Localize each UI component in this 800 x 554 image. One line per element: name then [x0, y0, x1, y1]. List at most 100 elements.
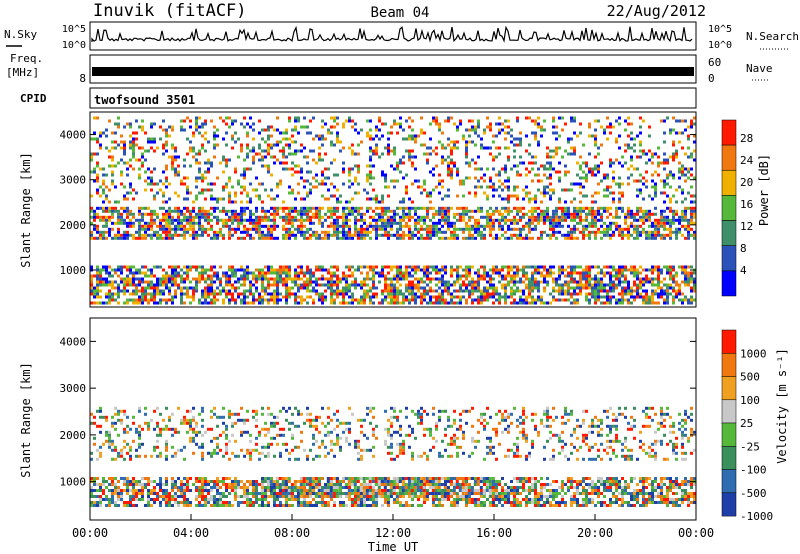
power-cell	[102, 224, 105, 228]
power-cell	[489, 286, 492, 290]
power-cell	[642, 209, 645, 213]
velocity-cell	[153, 480, 156, 483]
power-cell	[105, 173, 108, 177]
power-cell	[588, 221, 591, 225]
power-cell	[585, 233, 588, 237]
power-cell	[399, 265, 402, 269]
power-cell	[324, 283, 327, 287]
power-cell	[531, 301, 534, 305]
power-cell	[150, 218, 153, 222]
power-cell	[612, 197, 615, 201]
power-cell	[246, 289, 249, 293]
power-cell	[597, 227, 600, 231]
power-cell	[210, 188, 213, 192]
power-cell	[180, 289, 183, 293]
power-cell	[435, 119, 438, 123]
power-cell	[228, 215, 231, 219]
power-cell	[627, 116, 630, 120]
power-cell	[537, 236, 540, 240]
power-cell	[693, 280, 696, 284]
power-cell	[390, 286, 393, 290]
power-cell	[135, 292, 138, 296]
power-cell	[138, 280, 141, 284]
power-cell	[639, 206, 642, 210]
power-cell	[210, 164, 213, 168]
power-cell	[678, 265, 681, 269]
power-cell	[495, 146, 498, 150]
power-cell	[663, 182, 666, 186]
power-cell	[396, 274, 399, 278]
power-cell	[210, 218, 213, 222]
power-cell	[309, 188, 312, 192]
power-cell	[249, 227, 252, 231]
power-cell	[111, 140, 114, 144]
power-cell	[570, 236, 573, 240]
power-cell	[429, 289, 432, 293]
power-cell	[204, 176, 207, 180]
power-cell	[303, 271, 306, 275]
velocity-cell	[147, 480, 150, 483]
power-cell	[270, 271, 273, 275]
power-cell	[483, 131, 486, 135]
power-cell	[123, 289, 126, 293]
power-cell	[426, 152, 429, 156]
power-cell	[546, 161, 549, 165]
power-cell	[111, 158, 114, 162]
power-cell	[393, 265, 396, 269]
power-cell	[495, 122, 498, 126]
power-cell	[495, 289, 498, 293]
velocity-cell	[162, 498, 165, 501]
power-cell	[618, 283, 621, 287]
power-cell	[597, 170, 600, 174]
velocity-cell	[132, 489, 135, 492]
power-cell	[561, 209, 564, 213]
power-cell	[282, 295, 285, 299]
power-cell	[315, 161, 318, 165]
power-cell	[435, 268, 438, 272]
power-cell	[591, 218, 594, 222]
power-cell	[366, 224, 369, 228]
power-cell	[663, 233, 666, 237]
power-cell	[504, 274, 507, 278]
power-cell	[459, 286, 462, 290]
velocity-cell	[96, 501, 99, 504]
power-cell	[156, 215, 159, 219]
velocity-cell	[150, 489, 153, 492]
power-cell	[126, 280, 129, 284]
power-cell	[684, 119, 687, 123]
power-cell	[594, 128, 597, 132]
power-cell	[441, 280, 444, 284]
power-cell	[195, 283, 198, 287]
power-cell	[528, 280, 531, 284]
power-cell	[273, 268, 276, 272]
power-cell	[669, 209, 672, 213]
power-cell	[369, 236, 372, 240]
power-cell	[246, 277, 249, 281]
power-cell	[690, 212, 693, 216]
power-cell	[201, 224, 204, 228]
power-cell	[303, 179, 306, 183]
power-cell	[312, 289, 315, 293]
power-cell	[552, 167, 555, 171]
power-cell	[387, 221, 390, 225]
power-cell	[141, 206, 144, 210]
power-cell	[165, 224, 168, 228]
power-cell	[423, 179, 426, 183]
power-cell	[300, 283, 303, 287]
power-cell	[408, 298, 411, 302]
power-cell	[306, 283, 309, 287]
power-cell	[414, 209, 417, 213]
velocity-cell	[201, 495, 204, 498]
power-cell	[519, 206, 522, 210]
power-cell	[495, 155, 498, 159]
power-cell	[150, 209, 153, 213]
power-cell	[684, 179, 687, 183]
power-cell	[234, 131, 237, 135]
power-colorbar-tick: 28	[740, 132, 753, 145]
power-cell	[471, 283, 474, 287]
power-cell	[558, 200, 561, 204]
power-cell	[579, 292, 582, 296]
power-cell	[636, 212, 639, 216]
power-cell	[270, 227, 273, 231]
velocity-cell	[177, 489, 180, 492]
